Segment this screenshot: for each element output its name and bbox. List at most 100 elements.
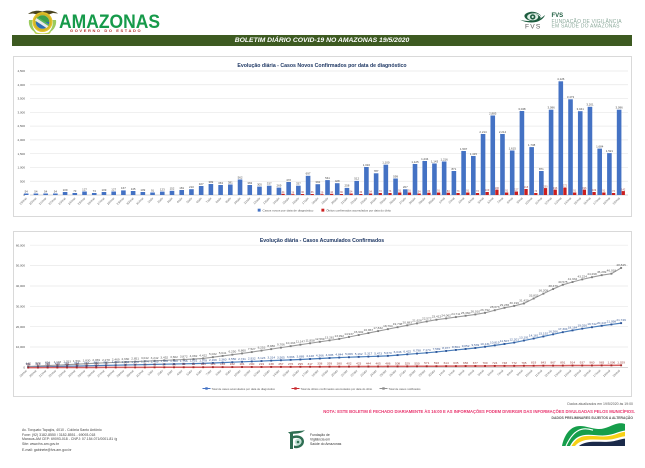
- svg-text:143: 143: [220, 362, 225, 366]
- svg-text:399: 399: [208, 180, 213, 184]
- svg-text:83: 83: [447, 190, 450, 193]
- svg-text:10,819: 10,819: [490, 340, 500, 344]
- svg-text:26/mar: 26/mar: [87, 369, 96, 378]
- svg-text:2/abr: 2/abr: [156, 196, 164, 204]
- svg-text:17/mai: 17/mai: [592, 196, 601, 205]
- svg-text:3/abr: 3/abr: [166, 196, 174, 204]
- svg-text:2/mai: 2/mai: [448, 196, 456, 204]
- svg-text:19,738: 19,738: [393, 322, 403, 326]
- svg-text:1,684: 1,684: [596, 144, 604, 148]
- svg-text:210: 210: [189, 185, 194, 189]
- svg-text:8/mai: 8/mai: [506, 369, 514, 377]
- svg-text:508: 508: [395, 361, 400, 365]
- svg-text:30,000: 30,000: [16, 304, 26, 308]
- svg-text:91: 91: [602, 190, 605, 193]
- svg-text:8,980: 8,980: [267, 344, 275, 348]
- svg-text:295: 295: [298, 362, 303, 366]
- svg-text:22/mar: 22/mar: [48, 369, 57, 378]
- svg-text:2,000: 2,000: [17, 138, 25, 142]
- svg-text:17,304: 17,304: [558, 327, 568, 331]
- svg-text:6,250: 6,250: [228, 350, 236, 354]
- svg-text:12,201: 12,201: [509, 338, 519, 342]
- svg-text:60,000: 60,000: [16, 243, 26, 247]
- svg-text:3,123: 3,123: [258, 356, 266, 360]
- svg-text:16,867: 16,867: [364, 328, 374, 332]
- svg-text:1,016: 1,016: [363, 163, 371, 167]
- svg-text:381: 381: [228, 180, 233, 184]
- svg-text:-42: -42: [75, 362, 80, 366]
- svg-text:3,096: 3,096: [547, 106, 555, 110]
- svg-text:127: 127: [111, 187, 116, 191]
- svg-text:914: 914: [570, 361, 575, 365]
- svg-text:26,792: 26,792: [480, 308, 490, 312]
- svg-text:1,660: 1,660: [170, 359, 178, 363]
- svg-text:18/abr: 18/abr: [311, 196, 320, 205]
- svg-text:24,711: 24,711: [451, 312, 461, 316]
- svg-text:327: 327: [199, 182, 204, 186]
- svg-text:2,932: 2,932: [248, 356, 256, 360]
- svg-text:2,741: 2,741: [238, 357, 246, 361]
- svg-text:19/mar: 19/mar: [18, 196, 27, 205]
- svg-text:145: 145: [131, 187, 136, 191]
- svg-text:29/mar: 29/mar: [116, 196, 125, 205]
- svg-text:8/abr: 8/abr: [215, 196, 223, 204]
- svg-text:40,575: 40,575: [558, 280, 568, 284]
- svg-text:894: 894: [45, 361, 50, 365]
- svg-text:73: 73: [612, 190, 615, 193]
- svg-text:326: 326: [45, 362, 50, 366]
- svg-text:670: 670: [35, 361, 40, 365]
- svg-text:35: 35: [143, 362, 147, 366]
- svg-text:937: 937: [580, 360, 585, 364]
- svg-text:19/mar: 19/mar: [18, 369, 27, 378]
- svg-text:7/abr: 7/abr: [205, 196, 213, 204]
- svg-text:1,000: 1,000: [17, 166, 25, 170]
- svg-text:30/abr: 30/abr: [427, 196, 436, 205]
- svg-text:1,029: 1,029: [617, 360, 625, 364]
- svg-text:677: 677: [473, 361, 478, 365]
- svg-text:91: 91: [151, 188, 155, 192]
- svg-text:4,082: 4,082: [190, 354, 198, 358]
- svg-text:11,507: 11,507: [500, 339, 510, 343]
- svg-text:772: 772: [512, 361, 517, 365]
- svg-text:5/mai: 5/mai: [477, 196, 485, 204]
- svg-text:Vigilância em: Vigilância em: [310, 438, 330, 442]
- svg-text:13: 13: [124, 362, 128, 366]
- svg-text:3,041: 3,041: [577, 107, 585, 111]
- svg-text:29/abr: 29/abr: [418, 196, 427, 205]
- svg-text:6/mai: 6/mai: [486, 369, 494, 377]
- svg-text:8/abr: 8/abr: [215, 369, 223, 377]
- svg-text:305: 305: [257, 182, 262, 186]
- svg-text:7,589: 7,589: [433, 347, 441, 351]
- svg-text:992: 992: [103, 360, 108, 364]
- svg-text:29: 29: [291, 191, 294, 194]
- svg-text:2,360: 2,360: [219, 358, 227, 362]
- svg-text:41,932: 41,932: [568, 277, 578, 281]
- svg-text:25/abr: 25/abr: [379, 196, 388, 205]
- svg-text:6/abr: 6/abr: [195, 196, 203, 204]
- svg-text:109: 109: [63, 188, 68, 192]
- svg-text:101: 101: [26, 362, 31, 366]
- svg-text:26,010: 26,010: [471, 309, 481, 313]
- svg-text:7/mai: 7/mai: [496, 196, 504, 204]
- svg-text:465: 465: [376, 361, 381, 365]
- svg-text:Saúde do Amazonas: Saúde do Amazonas: [310, 442, 342, 446]
- svg-text:891: 891: [560, 361, 565, 365]
- svg-text:23/abr: 23/abr: [359, 196, 368, 205]
- svg-text:486: 486: [385, 361, 390, 365]
- svg-text:3,872: 3,872: [180, 355, 188, 359]
- svg-text:73: 73: [379, 190, 382, 193]
- svg-text:258: 258: [345, 184, 350, 188]
- svg-text:9/abr: 9/abr: [224, 196, 232, 204]
- svg-text:1,353: 1,353: [63, 360, 71, 364]
- svg-text:Total de óbitos confirmados ac: Total de óbitos confirmados acumulados p…: [301, 387, 373, 391]
- svg-text:15/abr: 15/abr: [281, 369, 290, 378]
- svg-text:7,527: 7,527: [248, 347, 256, 351]
- svg-text:16,266: 16,266: [548, 329, 558, 333]
- svg-text:1/abr: 1/abr: [147, 196, 155, 204]
- svg-text:2,550: 2,550: [228, 357, 236, 361]
- svg-text:FVS: FVS: [552, 13, 564, 19]
- svg-text:Evolução diária - Casos Acumul: Evolução diária - Casos Acumulados Confi…: [260, 238, 384, 244]
- svg-text:21,628: 21,628: [412, 318, 422, 322]
- svg-text:109: 109: [102, 188, 107, 192]
- svg-text:25/abr: 25/abr: [379, 369, 388, 378]
